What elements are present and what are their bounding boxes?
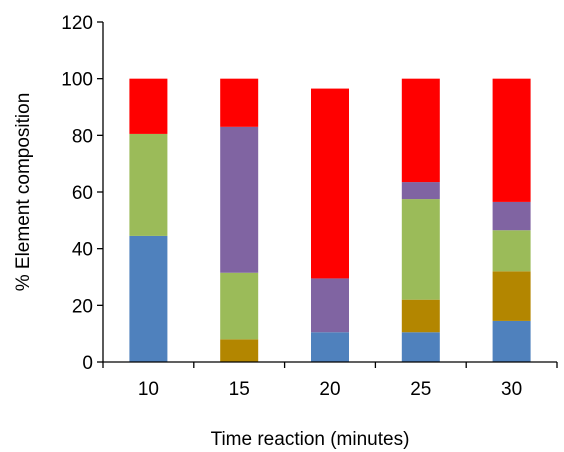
bar-segment-10-s5	[129, 78, 168, 134]
bar-segment-30-s4	[492, 201, 531, 231]
y-ticks-group: 0 20 40 60 80 100 120	[61, 13, 103, 374]
bar-segment-15-s2	[220, 339, 259, 362]
bar-segment-25-s2	[401, 299, 440, 333]
bar-segment-20-s5	[311, 88, 349, 279]
y-tick-label: 100	[61, 70, 93, 91]
y-tick-label: 0	[82, 353, 93, 374]
bar-segment-30-s5	[492, 78, 531, 202]
bar-segment-10-s1	[129, 235, 168, 362]
y-tick-label: 120	[61, 13, 93, 34]
bar-segment-15-s3	[220, 272, 259, 340]
bar-segment-30-s3	[492, 230, 531, 272]
y-axis-title: % Element composition	[13, 93, 34, 292]
bar-segment-25-s5	[401, 78, 440, 183]
bar-segment-10-s3	[129, 133, 168, 236]
bar-segment-30-s1	[492, 320, 531, 362]
bar-segment-25-s4	[401, 182, 440, 200]
x-tick-label: 10	[138, 379, 159, 400]
bars-group	[129, 78, 531, 362]
y-tick-label: 60	[72, 183, 93, 204]
y-tick-label: 20	[72, 296, 93, 317]
x-tick-label: 15	[229, 379, 250, 400]
x-ticks-group: 10 15 20 25 30	[102, 362, 558, 400]
y-tick-label: 80	[72, 126, 93, 147]
bar-segment-25-s1	[401, 332, 440, 362]
bar-segment-15-s4	[220, 126, 259, 273]
bar-segment-20-s1	[311, 332, 349, 362]
x-tick-label: 20	[319, 379, 340, 400]
bar-segment-30-s2	[492, 271, 531, 321]
y-tick-label: 40	[72, 240, 93, 261]
bar-segment-20-s4	[311, 278, 349, 333]
x-tick-label: 30	[501, 379, 522, 400]
x-tick-label: 25	[410, 379, 431, 400]
x-axis-title: Time reaction (minutes)	[211, 429, 410, 450]
bar-segment-25-s3	[401, 199, 440, 300]
bar-segment-15-s5	[220, 78, 259, 127]
